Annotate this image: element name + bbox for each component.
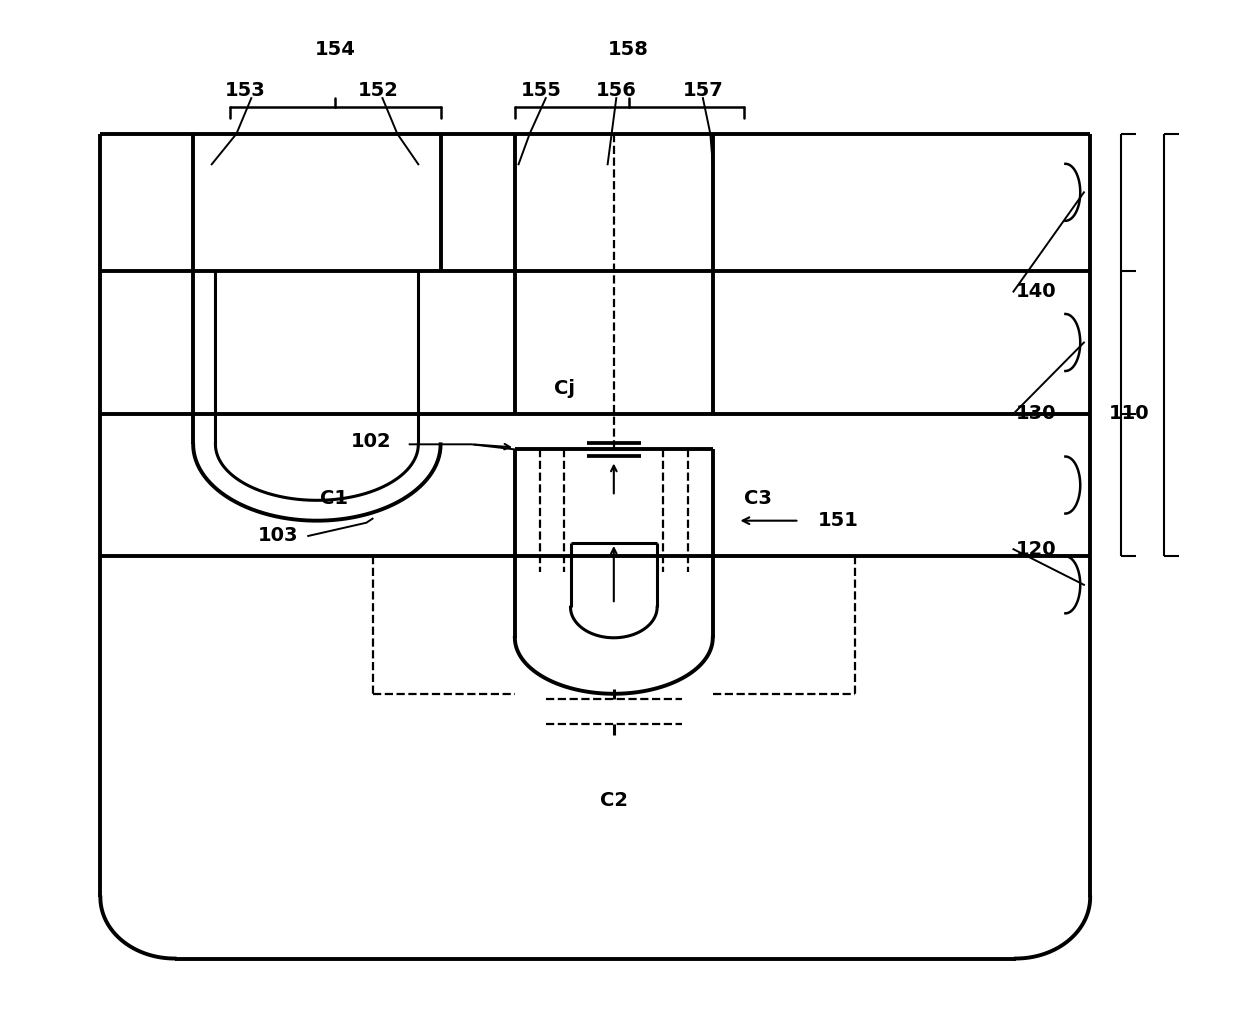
Text: 157: 157: [682, 82, 723, 100]
Text: 103: 103: [258, 527, 299, 545]
Text: C2: C2: [600, 791, 627, 811]
Text: 130: 130: [1016, 404, 1056, 424]
Text: 156: 156: [596, 82, 636, 100]
Text: 155: 155: [521, 82, 562, 100]
Text: 152: 152: [358, 82, 399, 100]
Text: 154: 154: [315, 40, 356, 59]
Text: 140: 140: [1016, 282, 1056, 301]
Text: 153: 153: [224, 82, 265, 100]
Text: 110: 110: [1109, 404, 1149, 424]
Text: Cj: Cj: [554, 379, 575, 398]
Text: 102: 102: [351, 432, 391, 450]
Text: 151: 151: [818, 512, 859, 530]
Text: C3: C3: [744, 489, 771, 507]
Text: C1: C1: [320, 489, 347, 507]
Text: 158: 158: [609, 40, 649, 59]
Text: 120: 120: [1016, 540, 1056, 558]
